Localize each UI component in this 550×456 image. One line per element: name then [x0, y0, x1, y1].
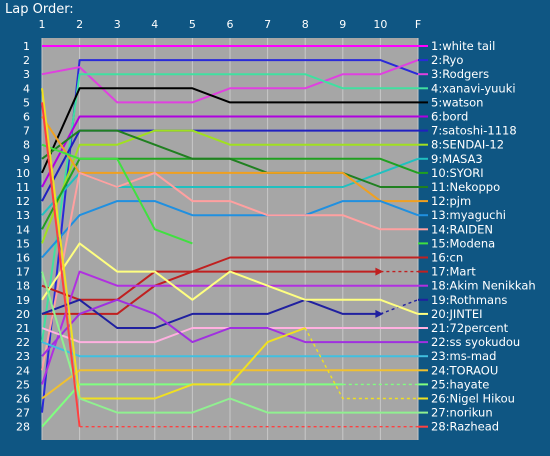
series-line [41, 298, 381, 329]
series-label: 26:Nigel Hikou [431, 392, 515, 406]
y-tick-label: 5 [23, 96, 30, 109]
series-line [41, 59, 419, 104]
y-tick-label: 8 [23, 139, 30, 152]
series-label: 23:ms-mad [431, 349, 496, 363]
series-label: 1:white tail [431, 39, 495, 53]
series-line [41, 271, 418, 414]
y-tick-label: 17 [16, 266, 30, 279]
x-tick-label: 4 [151, 18, 158, 31]
series-label: 13:myaguchi [431, 208, 506, 222]
series-label: 27:norikun [431, 406, 493, 420]
series-label: 3:Rodgers [431, 67, 489, 81]
x-tick-label: 10 [373, 18, 387, 31]
y-tick-label: 11 [16, 181, 30, 194]
series-label: 20:JINTEI [431, 307, 483, 321]
retire-marker [375, 309, 384, 318]
series-line [41, 242, 419, 315]
y-tick-label: 2 [23, 54, 30, 67]
series-line [41, 270, 381, 301]
series-label: 21:72percent [431, 321, 509, 335]
y-tick-label: 26 [16, 393, 30, 406]
y-tick-label: 1 [23, 40, 30, 53]
y-tick-label: 10 [16, 167, 30, 180]
series-label: 8:SENDAI-12 [431, 138, 504, 152]
series-line [41, 341, 418, 358]
y-tick-label: 4 [23, 82, 30, 95]
series-label: 11:Nekoppo [431, 180, 500, 194]
series-line [41, 369, 418, 400]
series-line [41, 87, 418, 174]
x-tick-label: F [415, 18, 421, 31]
series-label: 14:RAIDEN [431, 222, 493, 236]
y-tick-label: 16 [16, 252, 30, 265]
x-tick-label: 8 [302, 18, 309, 31]
series-label: 7:satoshi-1118 [431, 124, 517, 138]
series-line [41, 270, 418, 385]
series-label: 18:Akim Nenikkah [431, 279, 536, 293]
series-label: 28:Razhead [431, 420, 499, 434]
y-tick-label: 27 [16, 407, 30, 420]
x-tick-label: 1 [39, 18, 46, 31]
series-label: 6:bord [431, 110, 468, 124]
y-tick-label: 20 [16, 308, 30, 321]
series-line [41, 200, 419, 259]
y-tick-label: 18 [16, 280, 30, 293]
x-tick-label: 6 [227, 18, 234, 31]
series-label: 4:xanavi-yuuki [431, 81, 516, 95]
series-label: 25:hayate [431, 377, 489, 391]
series-label: 10:SYORI [431, 166, 484, 180]
series-line [41, 115, 418, 188]
series-line [41, 115, 418, 203]
y-tick-label: 28 [16, 421, 30, 434]
series-line [41, 102, 81, 427]
x-tick-label: 3 [114, 18, 121, 31]
series-line-retired [304, 327, 418, 400]
y-tick-label: 3 [23, 68, 30, 81]
series-label: 9:MASA3 [431, 152, 483, 166]
series-line [41, 59, 419, 413]
y-tick-label: 19 [16, 294, 30, 307]
series-line [41, 171, 418, 371]
x-tick-label: 5 [189, 18, 196, 31]
series-label: 19:Rothmans [431, 293, 507, 307]
series-label: 17:Mart [431, 265, 476, 279]
y-tick-label: 14 [16, 223, 30, 236]
series-label: 24:TORAOU [431, 363, 498, 377]
y-tick-label: 13 [16, 209, 30, 222]
series-label: 2:Ryo [431, 53, 463, 67]
y-tick-label: 21 [16, 322, 30, 335]
series-line [41, 73, 418, 343]
y-tick-label: 12 [16, 195, 30, 208]
y-tick-label: 15 [16, 237, 30, 250]
y-tick-label: 6 [23, 111, 30, 124]
x-tick-label: 2 [76, 18, 83, 31]
y-tick-label: 25 [16, 378, 30, 391]
series-label: 22:ss syokudou [431, 335, 520, 349]
series-line [41, 298, 418, 357]
series-line [41, 129, 418, 244]
x-tick-label: 7 [264, 18, 271, 31]
y-tick-label: 24 [16, 364, 30, 377]
series-label: 15:Modena [431, 236, 495, 250]
y-tick-label: 22 [16, 336, 30, 349]
series-line [41, 143, 193, 245]
series-label: 16:cn [431, 251, 463, 265]
series-label: 5:watson [431, 95, 483, 109]
y-tick-label: 23 [16, 350, 30, 363]
x-tick-label: 9 [339, 18, 346, 31]
series-line [42, 256, 418, 315]
series-line [41, 129, 418, 188]
series-line [41, 88, 306, 400]
y-tick-label: 9 [23, 153, 30, 166]
chart-title: Lap Order: [5, 2, 74, 17]
retire-marker [375, 267, 384, 276]
series-label: 12:pjm [431, 194, 471, 208]
y-tick-label: 7 [23, 125, 30, 138]
